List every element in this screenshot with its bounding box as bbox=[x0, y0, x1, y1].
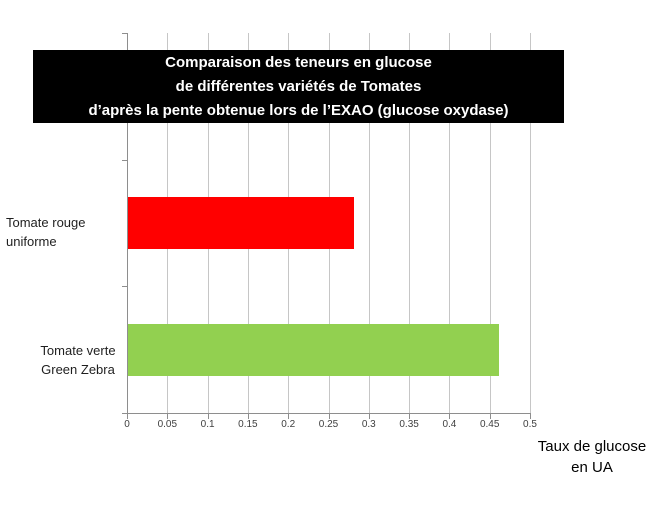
chart-title-box: Comparaison des teneurs en glucose de di… bbox=[33, 50, 564, 123]
category-label-tomate-verte: Tomate verte Green Zebra bbox=[38, 341, 118, 379]
y-axis-tick-mark bbox=[122, 159, 127, 161]
x-axis-tick-mark bbox=[247, 414, 249, 419]
x-axis-tick-mark bbox=[288, 414, 290, 419]
bar-tomate-verte-green-zebra bbox=[128, 323, 499, 376]
x-tick-label: 0.05 bbox=[157, 419, 178, 430]
x-tick-label: 0.2 bbox=[281, 419, 296, 430]
x-axis-tick-mark bbox=[127, 414, 128, 419]
x-axis-tick-mark bbox=[449, 414, 451, 419]
x-tick-label: 0.3 bbox=[361, 419, 376, 430]
category-label-line: uniforme bbox=[6, 234, 57, 249]
x-tick-label: 0.5 bbox=[523, 419, 537, 430]
x-axis-tick-mark bbox=[167, 414, 169, 419]
x-axis-line bbox=[122, 413, 531, 414]
chart-title-line-3: d’après la pente obtenue lors de l’EXAO … bbox=[88, 101, 509, 119]
vertical-gridline bbox=[409, 33, 411, 413]
x-axis-tick-mark bbox=[368, 414, 370, 419]
bar-tomate-rouge-uniforme bbox=[128, 197, 354, 249]
x-axis-tick-mark bbox=[328, 414, 330, 419]
x-tick-label: 0.1 bbox=[200, 419, 215, 430]
vertical-gridline bbox=[530, 33, 531, 413]
x-axis-title: Taux de glucose en UA bbox=[528, 436, 654, 478]
x-tick-label: 0.45 bbox=[479, 419, 500, 430]
y-axis-tick-mark bbox=[122, 286, 127, 288]
category-label-line: Green Zebra bbox=[41, 362, 115, 377]
chart-title-line-2: de différentes variétés de Tomates bbox=[175, 77, 422, 95]
x-tick-label: 0 bbox=[124, 419, 130, 430]
x-tick-label: 0.15 bbox=[238, 419, 258, 430]
x-tick-label: 0.4 bbox=[442, 419, 457, 430]
category-label-tomate-rouge: Tomate rouge uniforme bbox=[6, 213, 118, 251]
category-label-line: Tomate rouge bbox=[6, 215, 86, 230]
x-axis-tick-mark bbox=[489, 414, 491, 419]
x-axis-title-line-2: en UA bbox=[571, 459, 613, 476]
x-axis-tick-mark bbox=[207, 414, 209, 419]
vertical-gridline bbox=[449, 33, 451, 413]
y-axis-tick-mark bbox=[122, 33, 127, 34]
x-axis-tick-mark bbox=[409, 414, 411, 419]
x-axis-title-line-1: Taux de glucose bbox=[537, 438, 647, 455]
x-axis-tick-mark bbox=[530, 414, 531, 419]
x-tick-label: 0.25 bbox=[318, 419, 339, 430]
vertical-gridline bbox=[489, 33, 491, 413]
category-label-line: Tomate verte bbox=[40, 343, 116, 358]
chart-title-line-1: Comparaison des teneurs en glucose bbox=[165, 53, 432, 71]
x-tick-label: 0.35 bbox=[399, 419, 419, 430]
vertical-gridline bbox=[368, 33, 370, 413]
y-axis-line bbox=[127, 33, 128, 414]
